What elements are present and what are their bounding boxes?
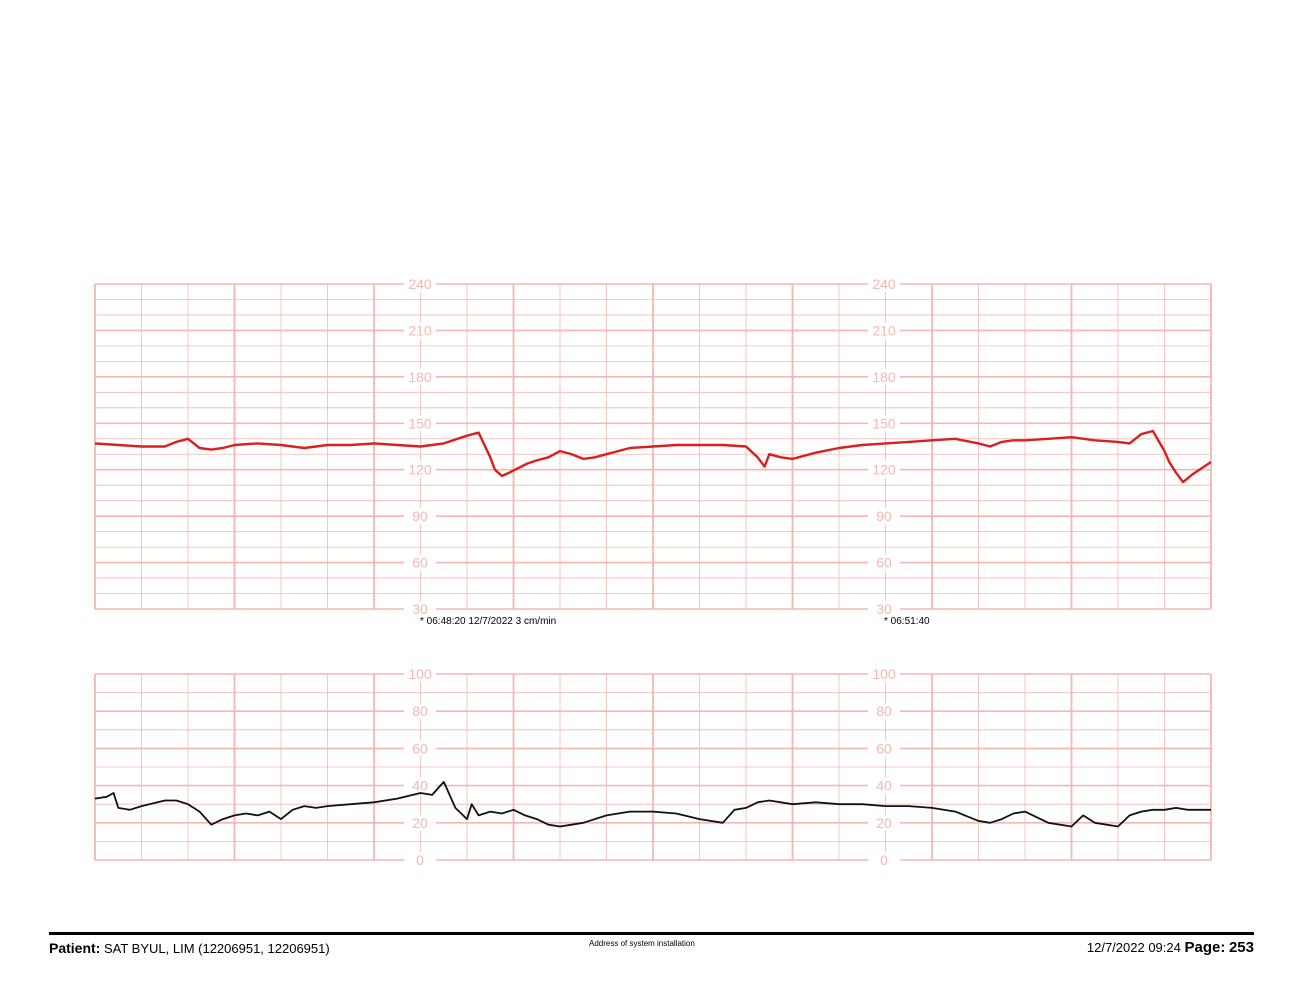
ua-tick-label: 40 [876, 778, 892, 794]
fhr-tick-label: 120 [408, 462, 432, 478]
patient-label: Patient: [49, 940, 101, 956]
ua-tick-bg [404, 666, 436, 682]
fhr-tick-bg [868, 554, 900, 571]
ua-tick-bg [404, 852, 436, 868]
print-datetime: 12/7/2022 09:24 [1086, 940, 1181, 955]
ua-tick-bg [868, 777, 900, 794]
ua-tick-label: 20 [876, 815, 892, 831]
fhr-tick-bg [868, 415, 900, 432]
fhr-tick-label: 180 [872, 369, 896, 385]
footer-rule [49, 932, 1254, 935]
fhr-tick-bg [868, 276, 900, 292]
fhr-tick-bg [404, 554, 436, 571]
ua-tick-bg [868, 703, 900, 720]
fhr-tick-bg [404, 601, 436, 617]
fhr-tick-label: 150 [408, 415, 432, 431]
system-address: Address of system installation [589, 939, 695, 948]
ua-tick-label: 80 [876, 703, 892, 719]
ua-tick-label: 20 [412, 815, 428, 831]
ua-tick-bg [404, 740, 436, 757]
ua-tick-label: 0 [880, 852, 888, 868]
fhr-tick-bg [868, 461, 900, 478]
fhr-grid [94, 283, 1212, 610]
ua-tick-bg [404, 777, 436, 794]
fhr-tick-label: 180 [408, 369, 432, 385]
fhr-tick-label: 210 [408, 322, 432, 338]
ua-tick-label: 100 [408, 666, 432, 682]
patient-info: Patient: SAT BYUL, LIM (12206951, 122069… [49, 940, 330, 956]
page-number: 253 [1228, 939, 1254, 956]
fhr-trace [94, 429, 1212, 484]
print-info: 12/7/2022 09:24 Page: 253 [1087, 939, 1254, 956]
fhr-tick-bg [404, 322, 436, 339]
fhr-tick-label: 30 [876, 601, 892, 617]
ua-tick-label: 60 [876, 740, 892, 756]
fhr-tick-label: 90 [412, 508, 428, 524]
fhr-tick-label: 30 [412, 601, 428, 617]
time-marker-1: * 06:48:20 12/7/2022 3 cm/min [420, 616, 556, 627]
fhr-tick-bg [868, 508, 900, 525]
ua-tick-label: 0 [416, 852, 424, 868]
fhr-tick-label: 240 [408, 276, 432, 292]
time-marker-2: * 06:51:40 [884, 616, 930, 627]
fhr-tick-bg [404, 461, 436, 478]
fhr-tick-label: 240 [872, 276, 896, 292]
ua-tick-label: 100 [872, 666, 896, 682]
fhr-tick-bg [868, 322, 900, 339]
fhr-tick-label: 90 [876, 508, 892, 524]
ua-tick-bg [868, 740, 900, 757]
ua-tick-bg [404, 703, 436, 720]
fhr-tick-label: 60 [412, 555, 428, 571]
fhr-tick-label: 150 [872, 415, 896, 431]
fhr-tick-bg [404, 508, 436, 525]
ua-axis-labels: 0 20 40 60 80 100 0 20 40 60 80 100 [404, 666, 900, 868]
ua-tick-bg [868, 814, 900, 831]
page-label: Page: [1184, 939, 1226, 956]
page-footer: Patient: SAT BYUL, LIM (12206951, 122069… [49, 932, 1254, 962]
fhr-tick-label: 210 [872, 322, 896, 338]
fhr-axis-labels: 30 60 90 120 150 180 210 240 30 60 90 120 150 180 210 2… [404, 276, 900, 617]
patient-value: SAT BYUL, LIM (12206951, 12206951) [103, 941, 330, 956]
fhr-tick-bg [404, 368, 436, 385]
ua-tick-bg [868, 666, 900, 682]
fhr-tick-bg [404, 276, 436, 292]
fhr-tick-label: 120 [872, 462, 896, 478]
ua-tick-bg [868, 852, 900, 868]
ua-tick-label: 80 [412, 703, 428, 719]
ua-tick-label: 40 [412, 778, 428, 794]
fhr-tick-bg [404, 415, 436, 432]
ua-trace [94, 781, 1211, 828]
ua-tick-bg [404, 814, 436, 831]
ua-tick-label: 60 [412, 740, 428, 756]
fhr-tick-bg [868, 601, 900, 617]
fhr-tick-label: 60 [876, 555, 892, 571]
fhr-tick-bg [868, 368, 900, 385]
ua-grid [94, 673, 1212, 861]
